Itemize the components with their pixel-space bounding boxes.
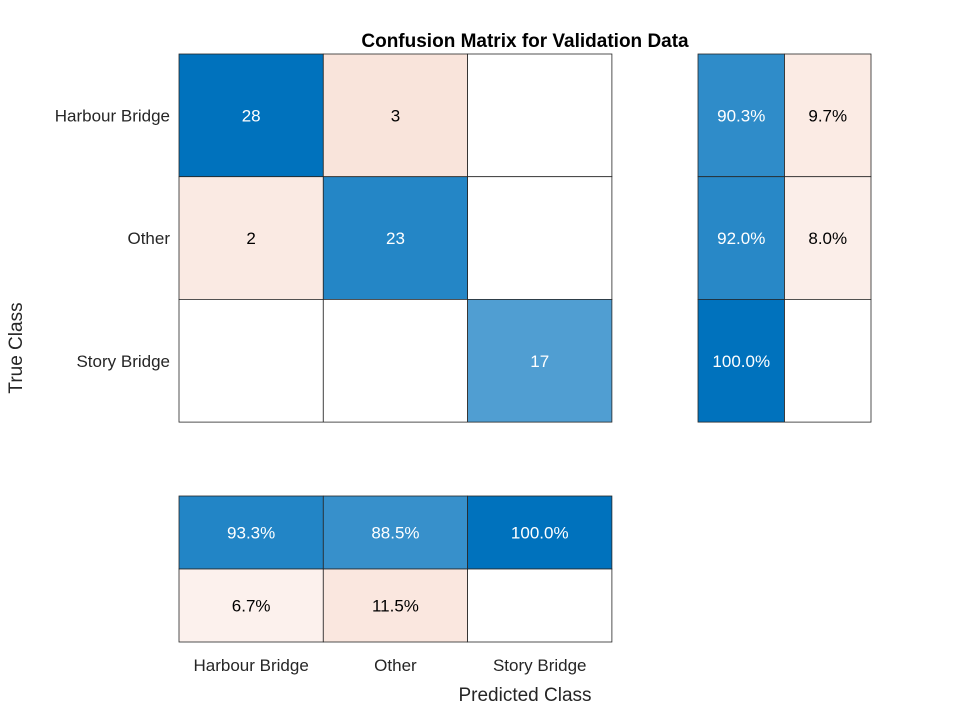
confusion-matrix-grid: 28 3 2 23 17	[178, 53, 613, 423]
row-summary-grid: 90.3% 9.7% 92.0% 8.0% 100.0%	[697, 53, 872, 423]
column-summary-cell-r0-c2	[467, 495, 613, 570]
matrix-cell-r1-c0	[178, 176, 324, 300]
matrix-cell-r0-c1-label: 3	[391, 106, 400, 125]
matrix-cell-r2-c2-label: 17	[530, 352, 549, 371]
row-summary-cell-r1-c0-label: 92.0%	[717, 229, 765, 248]
column-summary-cell-r1-c2	[467, 568, 613, 643]
matrix-cell-r1-c2	[467, 176, 613, 300]
y-tick-label: Harbour Bridge	[55, 106, 170, 125]
row-summary-cell-r1-c1-label: 8.0%	[808, 229, 847, 248]
column-summary-grid: 93.3% 88.5% 100.0% 6.7% 11.5%	[178, 495, 613, 643]
column-summary-cell-r0-c1-label: 88.5%	[371, 524, 419, 543]
y-tick-labels: Harbour Bridge Other Story Bridge	[55, 106, 171, 370]
row-summary-cell-r0-c1-label: 9.7%	[808, 106, 847, 125]
row-summary-cell-r0-c0	[697, 53, 785, 178]
x-tick-label: Story Bridge	[493, 656, 587, 675]
matrix-cell-r1-c1	[322, 176, 468, 300]
x-tick-label: Other	[374, 656, 417, 675]
column-summary-cell-r0-c2-label: 100.0%	[511, 524, 569, 543]
matrix-cell-r0-c0	[178, 53, 324, 178]
column-summary-cell-r1-c1	[322, 568, 468, 643]
matrix-cell-r1-c0-label: 2	[246, 229, 255, 248]
column-summary-cell-r0-c1	[322, 495, 468, 570]
chart-title: Confusion Matrix for Validation Data	[361, 31, 689, 52]
y-axis-label: True Class	[6, 302, 27, 393]
matrix-cell-r2-c0	[178, 298, 324, 423]
matrix-cell-r0-c0-label: 28	[242, 106, 261, 125]
row-summary-cell-r2-c0	[697, 298, 785, 423]
matrix-cell-r2-c2	[467, 298, 613, 423]
y-tick-label: Other	[127, 229, 170, 248]
y-tick-label: Story Bridge	[76, 352, 170, 371]
column-summary-cell-r1-c0-label: 6.7%	[232, 597, 271, 616]
matrix-cell-r2-c1	[322, 298, 468, 423]
column-summary-cell-r1-c0	[178, 568, 324, 643]
row-summary-cell-r0-c0-label: 90.3%	[717, 106, 765, 125]
column-summary-cell-r0-c0-label: 93.3%	[227, 524, 275, 543]
x-tick-labels: Harbour Bridge Other Story Bridge	[194, 656, 587, 675]
row-summary-cell-r1-c0	[697, 176, 785, 300]
x-tick-label: Harbour Bridge	[194, 656, 309, 675]
matrix-cell-r0-c2	[467, 53, 613, 178]
row-summary-cell-r2-c1	[784, 298, 872, 423]
matrix-cell-r0-c1	[322, 53, 468, 178]
column-summary-cell-r1-c1-label: 11.5%	[372, 597, 419, 616]
x-axis-label: Predicted Class	[458, 685, 591, 706]
matrix-cell-r1-c1-label: 23	[386, 229, 405, 248]
row-summary-cell-r2-c0-label: 100.0%	[712, 352, 770, 371]
